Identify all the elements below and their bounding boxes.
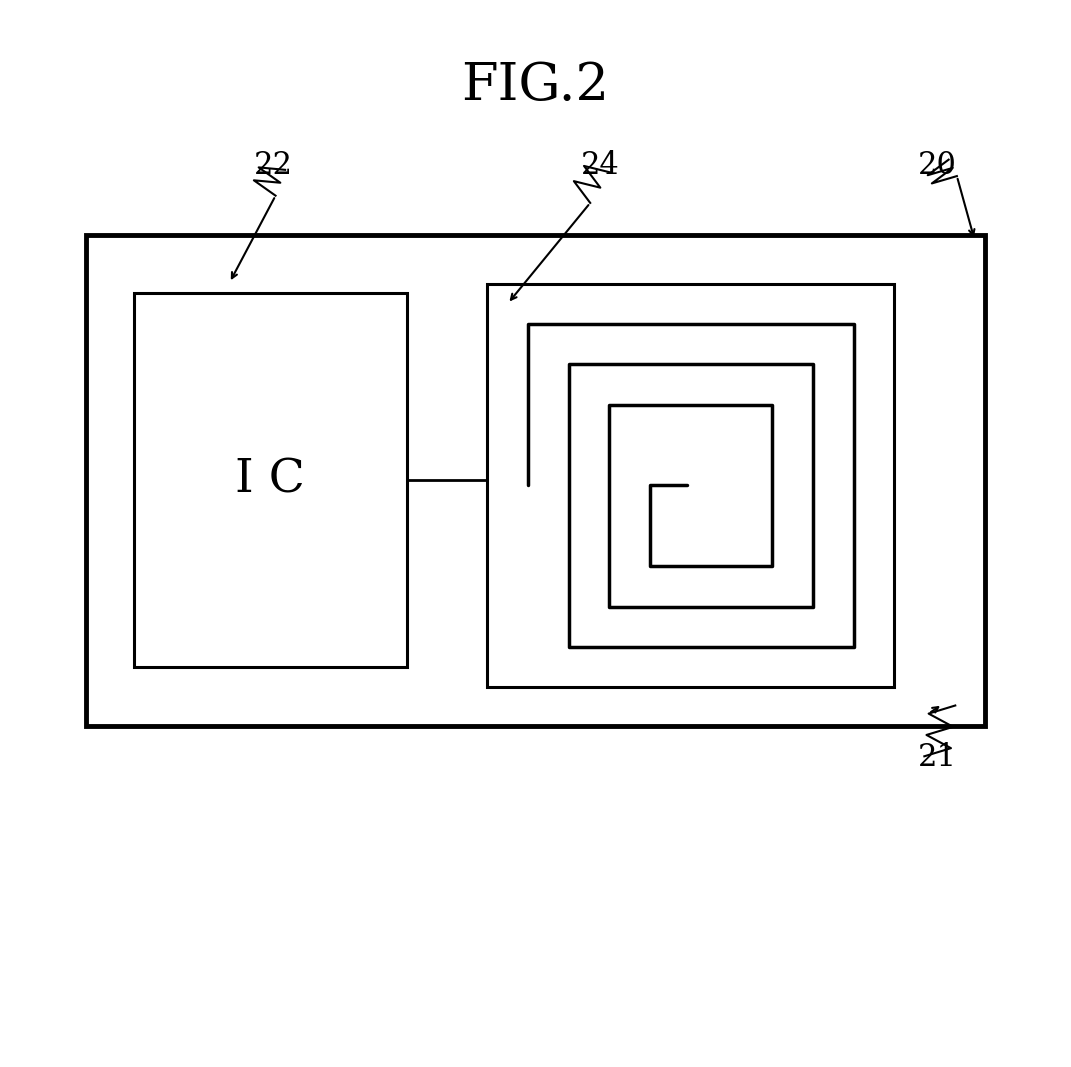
Text: 24: 24 [580,149,619,181]
Text: I C: I C [236,458,305,503]
Text: 21: 21 [918,742,956,774]
Bar [487,284,894,687]
Text: 20: 20 [918,149,956,181]
Text: 22: 22 [254,149,292,181]
Bar [134,293,407,667]
Text: FIG.2: FIG.2 [462,60,609,111]
Bar [86,235,985,726]
